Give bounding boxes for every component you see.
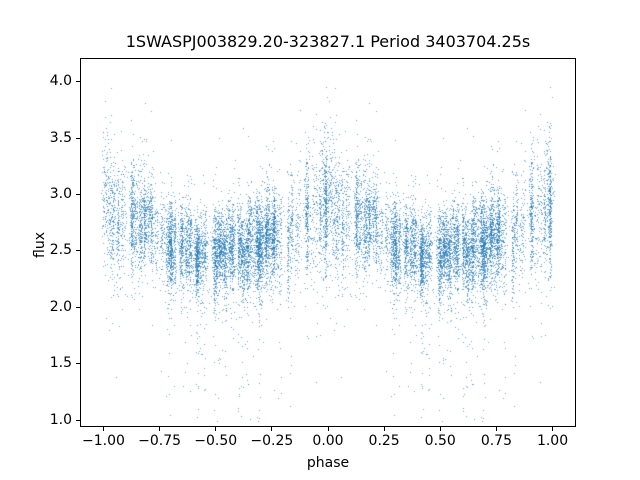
y-tick-label: 3.0 <box>49 186 72 202</box>
y-tick-label: 1.0 <box>49 411 72 428</box>
x-tick-label: −0.50 <box>194 433 238 449</box>
x-tick <box>327 427 329 431</box>
plot-area <box>80 58 576 427</box>
x-tick-label: 0.50 <box>424 433 456 449</box>
x-tick <box>159 427 161 431</box>
x-tick-label: 0.25 <box>368 433 400 449</box>
y-tick <box>76 250 80 252</box>
x-tick <box>271 427 273 431</box>
x-tick <box>439 427 441 431</box>
x-axis-label: phase <box>306 455 350 471</box>
x-tick <box>495 427 497 431</box>
x-tick-label: 0.75 <box>480 433 512 449</box>
y-tick <box>76 419 80 421</box>
x-tick-label: −0.25 <box>250 433 294 449</box>
x-tick <box>383 427 385 431</box>
scatter-canvas <box>81 59 575 426</box>
y-tick <box>76 81 80 83</box>
x-tick-label: 0.00 <box>312 433 344 449</box>
x-tick-label: −1.00 <box>82 433 125 449</box>
chart-title: 1SWASPJ003829.20-323827.1 Period 3403704… <box>125 32 531 51</box>
y-tick <box>76 363 80 365</box>
y-tick-label: 3.5 <box>49 129 72 146</box>
y-tick <box>76 306 80 308</box>
x-tick <box>552 427 554 431</box>
y-tick <box>76 194 80 195</box>
y-tick <box>76 137 80 139</box>
y-tick-label: 4.0 <box>49 73 72 90</box>
y-tick-label: 1.5 <box>49 355 72 372</box>
x-tick-label: −0.75 <box>138 433 182 449</box>
x-tick-label: 1.00 <box>536 433 569 449</box>
x-tick <box>215 427 217 431</box>
y-tick-label: 2.5 <box>49 242 72 259</box>
y-tick-label: 2.0 <box>49 298 72 315</box>
x-tick <box>102 427 104 431</box>
